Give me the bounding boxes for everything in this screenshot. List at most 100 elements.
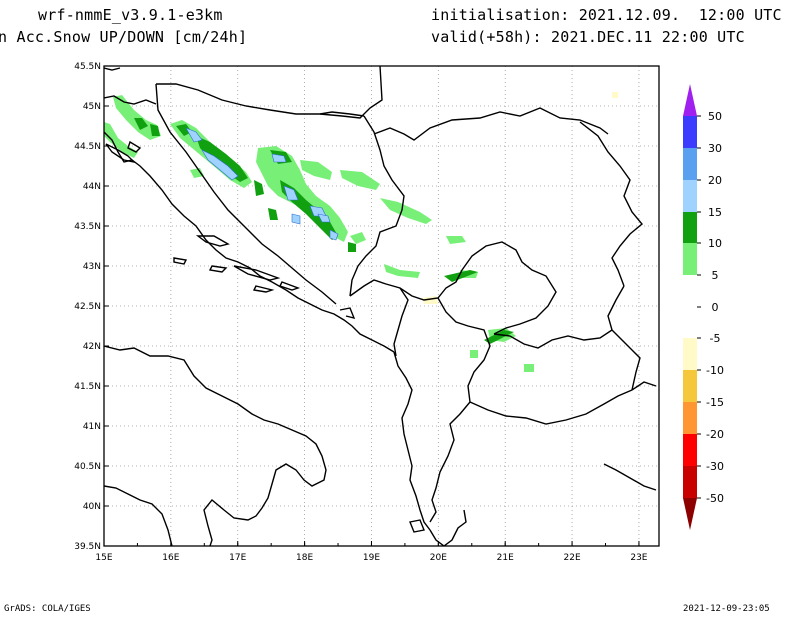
snow-core-9 [348, 242, 356, 252]
legend-label: 0 [712, 301, 719, 314]
legend-swatch [683, 212, 697, 243]
border-serbia-romania [579, 121, 643, 287]
lat-label: 42.5N [74, 302, 101, 312]
footer-left: GrADS: COLA/IGES [4, 604, 91, 614]
coast-italy-east [104, 345, 327, 546]
field-title: n Acc.Snow UP/DOWN [cm/24h] [0, 28, 248, 46]
lon-label: 16E [162, 553, 179, 563]
lon-label: 18E [296, 553, 313, 563]
border-croatia-hungary [156, 66, 383, 119]
lat-label: 43.5N [74, 222, 101, 232]
island-7 [279, 281, 301, 291]
lon-label: 15E [95, 553, 112, 563]
snow-15-20-areas [185, 127, 339, 241]
legend-label: 5 [712, 269, 719, 282]
model-title: wrf-nmmE_v3.9.1-e3km [38, 6, 223, 24]
snow-core-10 [444, 270, 478, 282]
coast-greece-north [603, 463, 657, 491]
lon-label: 17E [229, 553, 246, 563]
legend-label: -20 [706, 428, 724, 441]
snow-peak-4 [283, 185, 299, 201]
border-montenegro [349, 269, 463, 301]
snow-core-11 [484, 330, 514, 344]
snow-band-east [300, 160, 332, 180]
coastline-croatia [104, 131, 395, 353]
snow-peak-8 [317, 213, 331, 223]
legend-swatch [683, 402, 697, 434]
valid-time: valid(+58h): 2021.DEC.11 22:00 UTC [431, 28, 745, 46]
border-albania-east [429, 297, 491, 523]
snow-band-ridge [380, 198, 432, 224]
legend-swatch [683, 370, 697, 402]
legend-arrow-top [683, 84, 697, 116]
snow-patch-8 [350, 232, 366, 244]
snow-peak-5 [291, 213, 301, 225]
snow-band-coast [113, 95, 161, 140]
snow-core-2 [150, 124, 160, 136]
coast-montenegro [339, 307, 356, 320]
snow-patch-2 [384, 264, 420, 278]
snow-core-5 [254, 180, 264, 196]
lat-label: 41N [83, 422, 101, 432]
legend-label: 50 [708, 110, 722, 123]
lon-label: 23E [630, 553, 647, 563]
snow-core-6 [268, 208, 278, 220]
legend-swatch [683, 148, 697, 180]
legend-swatch [683, 466, 697, 498]
coast-corfu [409, 519, 425, 533]
legend-label: 15 [708, 206, 722, 219]
border-kosovo [461, 241, 557, 335]
island-8 [208, 265, 228, 273]
lat-label: 45.5N [74, 62, 101, 72]
lat-label: 44N [83, 182, 101, 192]
snow-peak-7 [329, 229, 339, 241]
border-bosnia-north [319, 111, 365, 117]
snow-band-ne [340, 170, 380, 190]
border-albania-montenegro [393, 287, 409, 357]
legend-swatch [683, 243, 697, 275]
coastline-italy-north [104, 67, 121, 71]
coast-greece-west [429, 509, 467, 546]
border-macedonia [493, 329, 613, 349]
legend-label: -50 [706, 492, 724, 505]
legend-swatch [683, 180, 697, 212]
island-2 [127, 140, 142, 153]
lon-label: 20E [430, 553, 447, 563]
snow-peak-2 [201, 149, 239, 181]
lat-label: 40.5N [74, 462, 101, 472]
lat-label: 42N [83, 342, 101, 352]
border-slovenia-croatia [104, 95, 157, 105]
legend-swatch [683, 338, 697, 370]
island-4 [173, 257, 188, 265]
legend-label: 10 [708, 237, 722, 250]
legend-arrow-bottom [683, 498, 697, 530]
snow-core-1 [134, 118, 148, 130]
island-1 [105, 143, 137, 164]
border-bosnia-serbia [349, 115, 405, 297]
lat-label: 39.5N [74, 542, 101, 552]
legend-label: 20 [708, 174, 722, 187]
snow-peak-1 [185, 127, 203, 143]
legend-label: -10 [706, 364, 724, 377]
coastlines-borders [104, 66, 657, 546]
snow-patch-7 [190, 168, 204, 178]
snow-patch-5 [524, 364, 534, 372]
snow-loss-2 [612, 92, 618, 98]
legend-label: 30 [708, 142, 722, 155]
snow-peak-3 [271, 153, 287, 163]
axis-labels: 15E 16E 17E 18E 19E 20E 21E 22E 23E 45.5N 45N 44.5N… [74, 62, 648, 563]
border-croatia-bosnia [155, 83, 337, 305]
lon-label: 19E [363, 553, 380, 563]
init-time: initialisation: 2021.12.09. 12:00 UTC [431, 6, 782, 24]
island-5 [233, 265, 281, 281]
legend-label: -30 [706, 460, 724, 473]
coast-italy-tip [104, 485, 173, 546]
legend-swatch [683, 275, 697, 307]
snow-5-10-areas [104, 95, 534, 372]
border-macedonia-south [469, 389, 633, 425]
snow-patch-1 [446, 236, 466, 244]
island-6 [252, 285, 275, 293]
footer-right: 2021-12-09-23:05 [683, 604, 770, 614]
